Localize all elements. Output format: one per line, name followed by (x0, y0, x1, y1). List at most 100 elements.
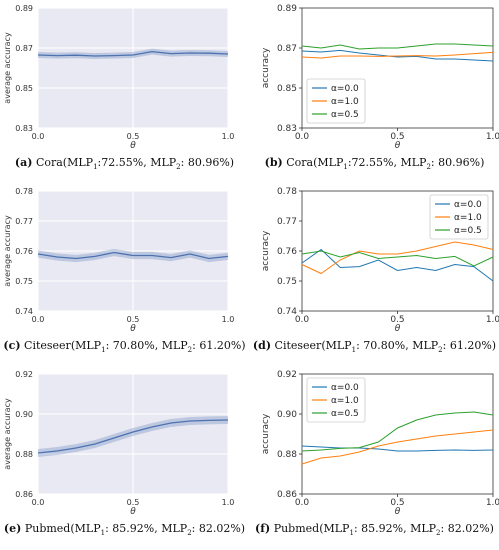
y-axis-label: accuracy (261, 47, 271, 88)
caption-text: Pubmed(MLP (24, 522, 101, 535)
caption-text: Citeseer(MLP (24, 339, 102, 352)
caption-a: (a) Cora(MLP1:72.55%, MLP2: 80.96%) (0, 156, 249, 171)
x-axis-label: θ (395, 141, 401, 151)
y-axis-label: accuracy (261, 413, 271, 454)
y-tick-label: 0.86 (15, 490, 33, 499)
caption-text: : 70.80%, MLP (356, 339, 439, 352)
caption-label: (b) (264, 156, 283, 169)
x-axis-label: θ (395, 507, 401, 517)
caption-text: : 61.20%) (442, 339, 497, 352)
caption-sub: 2 (187, 346, 193, 355)
series-line (301, 411, 494, 452)
caption-text: Cora(MLP (286, 156, 344, 169)
caption-text: :72.55%, MLP (347, 156, 427, 169)
legend-box (306, 78, 366, 124)
caption-b: (b) Cora(MLP1:72.55%, MLP2: 80.96%) (250, 156, 499, 171)
series-line (301, 248, 494, 282)
y-tick-label: 0.78 (277, 187, 297, 197)
caption-sub: 1 (351, 346, 357, 355)
y-tick-label: 0.86 (277, 490, 297, 500)
panel-d: 0.74 0.75 0.76 0.77 0.78 0.0 0.5 1.0 θ accuracy α=… (250, 183, 499, 366)
x-tick-label: 0.0 (32, 498, 45, 507)
y-tick-label: 0.92 (277, 370, 297, 380)
caption-sub: 2 (176, 163, 181, 172)
caption-text: : 82.02%) (191, 522, 246, 535)
y-tick-label: 0.85 (277, 84, 297, 94)
y-axis-label: accuracy (261, 230, 271, 271)
series-line (301, 241, 494, 275)
caption-label: (e) (3, 522, 22, 535)
y-tick-label: 0.88 (277, 450, 297, 460)
y-tick-label: 0.87 (277, 44, 297, 54)
legend-label: α=0.0 (331, 383, 359, 393)
caption-text: :72.55%, MLP (97, 156, 177, 169)
legend-label: α=0.0 (331, 84, 359, 94)
y-tick-label: 0.85 (15, 84, 33, 93)
x-tick-label: 0.5 (390, 315, 404, 325)
caption-sub: 1 (101, 346, 106, 355)
caption-text: : 82.02%) (440, 522, 494, 535)
caption-text: : 70.80%, MLP (105, 339, 188, 352)
series-line (301, 49, 494, 62)
y-tick-label: 0.83 (277, 124, 297, 134)
panel-b: 0.83 0.85 0.87 0.89 0.0 0.5 1.0 θ accuracy α=0.0 α… (250, 0, 499, 183)
x-tick-label: 0.5 (127, 315, 140, 324)
caption-d: (d) Citeseer(MLP1: 70.80%, MLP2: 61.20%) (250, 339, 499, 354)
y-axis-label: average accuracy (3, 32, 12, 104)
x-axis-label: θ (395, 324, 401, 334)
confidence-band (38, 48, 228, 59)
panel-c: 0.74 0.75 0.76 0.77 0.78 0.0 0.5 1.0 θ average ac… (0, 183, 249, 366)
y-tick-label: 0.87 (15, 44, 33, 53)
caption-sub: 1 (93, 163, 98, 172)
legend-label: α=0.0 (454, 200, 482, 210)
series-line (301, 43, 494, 50)
y-tick-label: 0.78 (15, 187, 33, 196)
x-tick-label: 1.0 (222, 498, 235, 507)
series-line (301, 51, 494, 59)
y-tick-label: 0.89 (277, 4, 297, 14)
y-axis-label: average accuracy (3, 215, 12, 287)
y-tick-label: 0.77 (277, 217, 297, 227)
x-axis-label: θ (130, 324, 136, 334)
panel-e: 0.86 0.88 0.90 0.92 0.0 0.5 1.0 θ average accura… (0, 366, 249, 549)
chart-a: 0.83 0.85 0.87 0.89 0.0 0.5 1.0 θ average accura… (3, 4, 235, 151)
legend-label: α=1.0 (331, 396, 359, 406)
series-line (37, 50, 229, 57)
series-line (37, 419, 229, 454)
y-tick-label: 0.92 (15, 370, 33, 379)
y-tick-label: 0.74 (277, 307, 297, 317)
y-tick-label: 0.90 (277, 410, 297, 420)
x-tick-label: 0.5 (390, 132, 404, 142)
chart-b: 0.83 0.85 0.87 0.89 0.0 0.5 1.0 θ accuracy α=0.0 α… (261, 4, 499, 151)
caption-text: : 85.92%, MLP (105, 522, 188, 535)
caption-text: : 80.96%) (430, 156, 485, 169)
y-tick-label: 0.75 (277, 277, 297, 287)
x-tick-label: 1.0 (486, 315, 499, 325)
x-tick-label: 0.0 (295, 315, 310, 325)
legend-label: α=0.5 (331, 110, 359, 120)
x-axis-label: θ (130, 507, 136, 517)
x-tick-label: 1.0 (222, 132, 235, 141)
y-tick-label: 0.76 (15, 247, 33, 256)
caption-text: : 80.96%) (180, 156, 235, 169)
y-tick-label: 0.77 (15, 217, 33, 226)
caption-text: : 61.20%) (192, 339, 246, 352)
caption-f: (f) Pubmed(MLP1: 85.92%, MLP2: 82.02%) (250, 522, 499, 537)
x-tick-label: 0.5 (390, 498, 404, 508)
chart-c: 0.74 0.75 0.76 0.77 0.78 0.0 0.5 1.0 θ average ac… (3, 187, 234, 334)
y-axis-label: average accuracy (3, 398, 12, 470)
x-tick-label: 1.0 (486, 498, 499, 508)
caption-text: Cora(MLP (35, 156, 94, 169)
caption-label: (d) (252, 339, 272, 352)
y-tick-label: 0.88 (15, 450, 33, 459)
x-tick-label: 1.0 (486, 132, 499, 142)
caption-c: (c) Citeseer(MLP1: 70.80%, MLP2: 61.20%) (0, 339, 249, 354)
caption-sub: 2 (426, 163, 431, 172)
confidence-band (38, 416, 228, 457)
panel-f: 0.86 0.88 0.90 0.92 0.0 0.5 1.0 θ accuracy α=0.0 α… (250, 366, 499, 549)
y-tick-label: 0.90 (15, 410, 33, 419)
x-tick-label: 0.0 (295, 132, 310, 142)
series-line (37, 251, 229, 260)
y-tick-label: 0.76 (277, 247, 297, 257)
caption-sub: 2 (436, 529, 441, 538)
